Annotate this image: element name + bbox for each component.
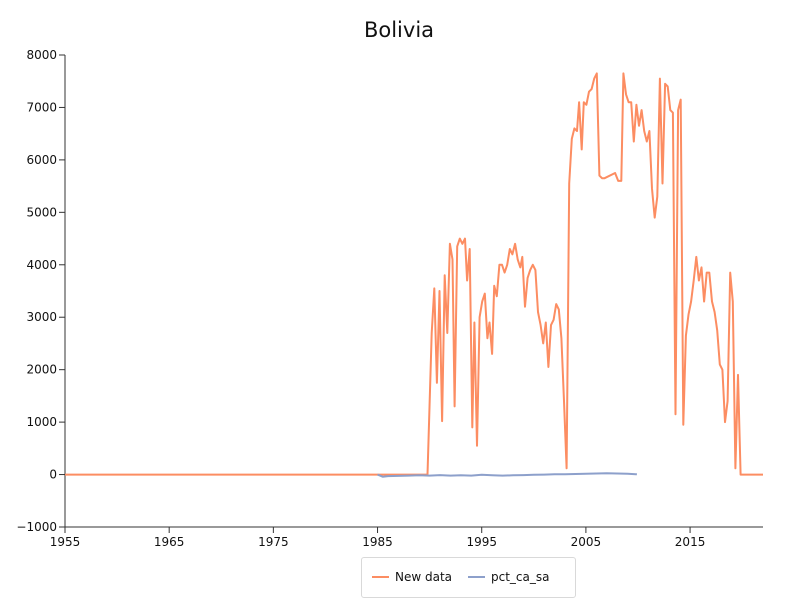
legend-swatch-new-data xyxy=(372,576,389,578)
y-tick-label: −1000 xyxy=(16,520,57,534)
x-tick-label: 1965 xyxy=(154,535,185,549)
x-tick-label: 1985 xyxy=(362,535,393,549)
legend-swatch-pct-ca-sa xyxy=(468,576,485,578)
y-tick-label: 2000 xyxy=(26,363,57,377)
series-line-new-data xyxy=(65,72,763,476)
x-tick-label: 1955 xyxy=(50,535,81,549)
y-tick-label: 0 xyxy=(49,468,57,482)
axes: −1000 0 1000 2000 3000 4000 5000 6000 7000 8000 19… xyxy=(16,48,763,549)
series-line-pct-ca-sa xyxy=(377,472,637,478)
y-tick-label: 3000 xyxy=(26,310,57,324)
legend: New data pct_ca_sa xyxy=(361,557,576,598)
series-layer xyxy=(65,72,763,478)
legend-item-new-data[interactable]: New data xyxy=(372,570,452,584)
legend-label-new-data: New data xyxy=(395,570,453,584)
legend-label-pct-ca-sa: pct_ca_sa xyxy=(491,570,550,584)
x-tick-label: 1995 xyxy=(466,535,497,549)
chart-title: Bolivia xyxy=(364,18,434,42)
x-tick-label: 1975 xyxy=(258,535,289,549)
y-tick-label: 5000 xyxy=(26,205,57,219)
legend-item-pct-ca-sa[interactable]: pct_ca_sa xyxy=(468,570,549,584)
y-tick-label: 8000 xyxy=(26,48,57,62)
y-tick-label: 7000 xyxy=(26,100,57,114)
x-tick-label: 2005 xyxy=(571,535,602,549)
x-tick-label: 2015 xyxy=(675,535,706,549)
y-tick-label: 4000 xyxy=(26,258,57,272)
y-tick-label: 6000 xyxy=(26,153,57,167)
y-tick-label: 1000 xyxy=(26,415,57,429)
